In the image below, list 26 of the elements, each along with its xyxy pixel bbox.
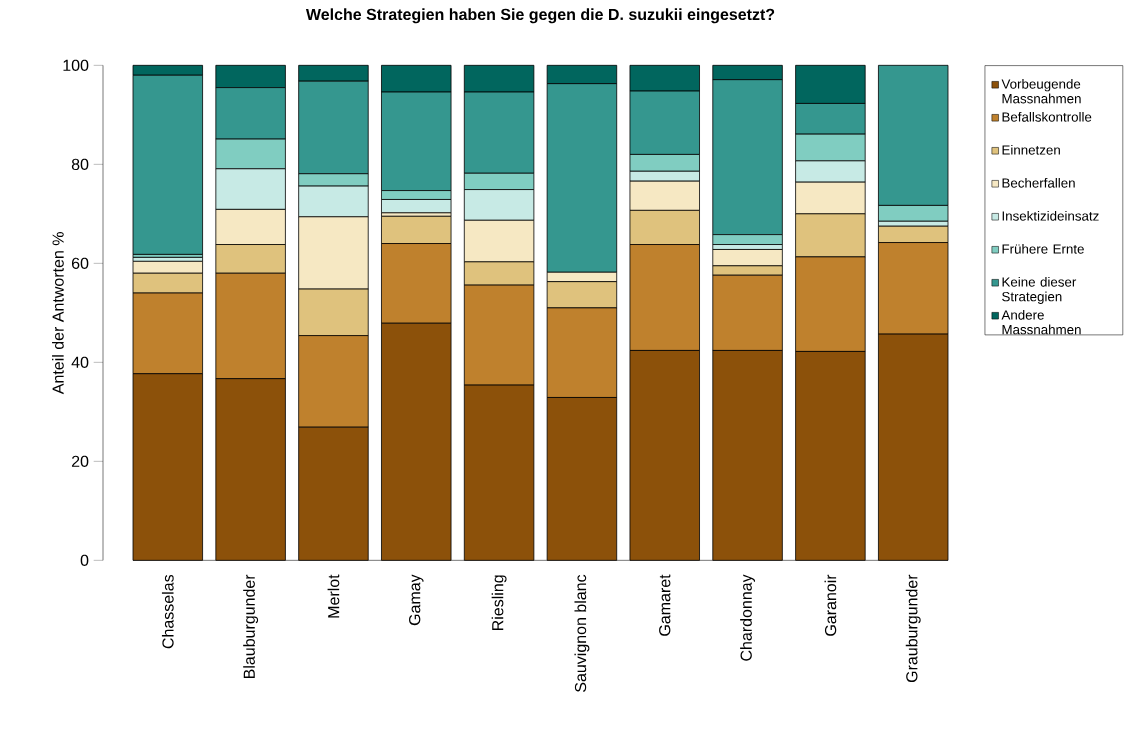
legend-label: Einnetzen [1002,144,1060,155]
x-tick-label: Grauburgunder [905,574,921,682]
y-tick-label: 20 [71,455,89,467]
x-tick-label: Sauvignon blanc [574,574,590,692]
y-tick-label: 40 [71,356,89,368]
legend-label: Befallskontrolle [1002,111,1092,122]
legend-label: Insektizideinsatz [1002,210,1099,221]
y-tick-label: 60 [71,257,89,269]
legend-label: Andere Massnahmen [1001,309,1081,335]
y-axis-title: Anteil der Antworten % [52,231,64,395]
legend-label: Keine dieser Strategien [1002,276,1077,304]
x-tick-label: Gamay [409,574,424,625]
legend-label: Becherfallen [1002,177,1075,188]
x-tick-label: Chardonnay [740,574,756,661]
x-tick-label: Garanoir [824,574,837,636]
y-tick-label: 80 [71,158,89,170]
x-tick-label: Blauburgunder [243,574,259,678]
chart-title: Welche Strategien haben Sie gegen die D. suzukii eingesetzt? [305,8,775,24]
x-tick-label: Merlot [327,574,340,618]
legend-label: Vorbeugende Massnahmen [1001,78,1081,104]
x-tick-label: Chasselas [161,574,174,649]
y-tick-label: 100 [63,59,89,71]
x-tick-label: Riesling [491,575,507,630]
legend-label: Frühere Ernte [1002,243,1084,254]
y-tick-label: 0 [80,554,89,566]
x-tick-label: Gamaret [659,574,671,636]
